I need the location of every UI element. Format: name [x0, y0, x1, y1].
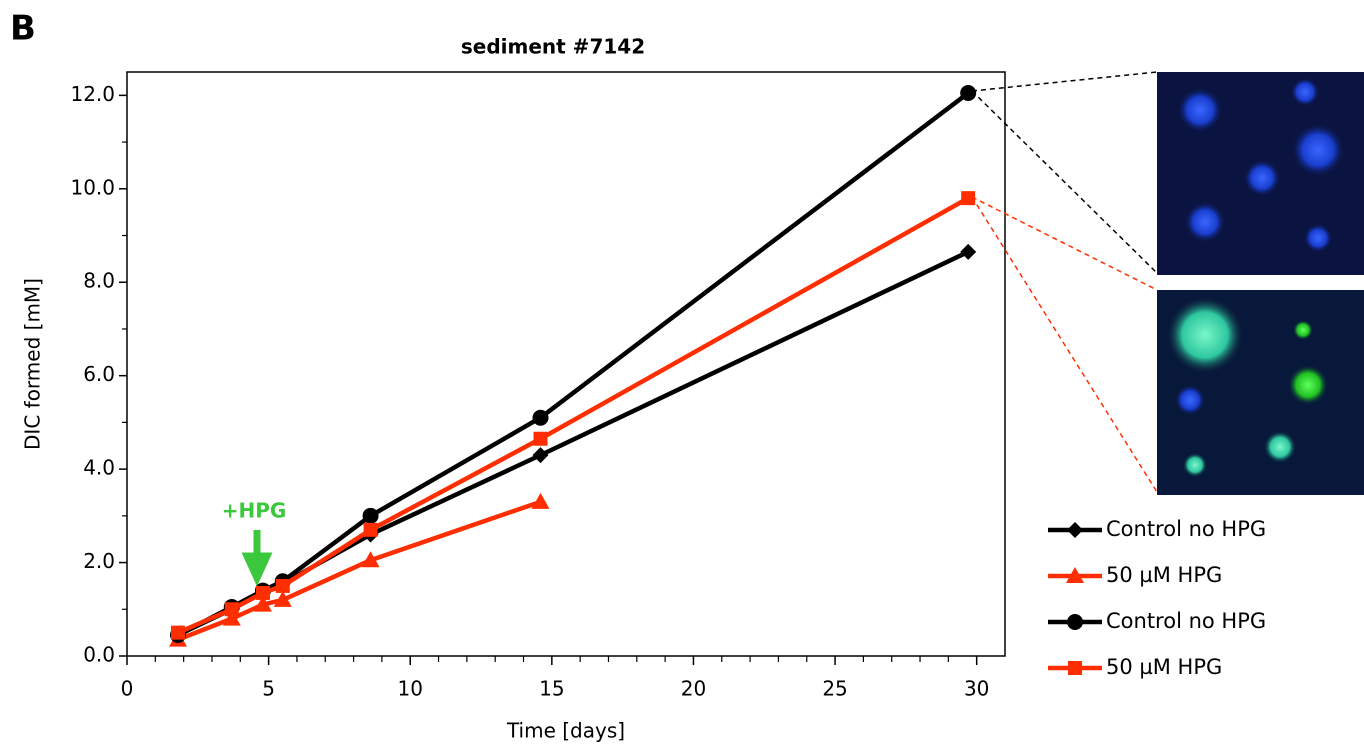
series-line: [176, 91, 970, 637]
micrograph: [1157, 290, 1364, 495]
marker: [363, 522, 378, 537]
marker: [531, 492, 550, 509]
marker: [532, 447, 549, 464]
micrograph: [1157, 72, 1364, 275]
x-axis-label: Time [days]: [506, 719, 625, 743]
marker: [532, 409, 549, 426]
y-tick-label: 10.0: [70, 175, 115, 199]
legend-marker: [1066, 567, 1084, 583]
legend-label: 50 µM HPG: [1106, 655, 1222, 679]
marker: [960, 85, 977, 102]
marker: [361, 551, 380, 568]
y-tick-label: 6.0: [83, 362, 115, 386]
y-tick-label: 4.0: [83, 456, 115, 480]
marker: [960, 243, 977, 260]
legend-marker: [1068, 661, 1082, 675]
connectors: [971, 71, 1158, 493]
marker: [224, 602, 239, 617]
legend-item: 50 µM HPG: [1048, 563, 1222, 587]
marker: [362, 507, 379, 524]
connector: [971, 71, 1158, 274]
legend-item: 50 µM HPG: [1048, 655, 1222, 679]
y-axis-label: DIC formed [mM]: [21, 278, 45, 450]
marker: [255, 585, 270, 600]
marker: [961, 191, 976, 206]
annotation-arrow: [241, 530, 273, 587]
panel-label: B: [10, 9, 36, 49]
series-line: [177, 499, 542, 642]
legend-marker: [1067, 614, 1083, 630]
marker: [253, 595, 272, 612]
x-tick-label: 10: [397, 677, 422, 701]
marker: [533, 431, 548, 446]
connector: [971, 196, 1158, 493]
marker: [273, 590, 292, 607]
legend-label: Control no HPG: [1106, 609, 1266, 633]
marker: [170, 625, 185, 640]
x-tick-label: 25: [822, 677, 847, 701]
x-tick-label: 0: [121, 677, 134, 701]
marker: [222, 609, 241, 626]
legend-item: Control no HPG: [1048, 609, 1266, 633]
legend-marker: [1067, 522, 1083, 538]
legend-item: Control no HPG: [1048, 517, 1266, 541]
plot-frame: [126, 71, 1006, 657]
y-tick-label: 0.0: [83, 643, 115, 667]
annotation: +HPG: [222, 499, 287, 523]
x-tick-label: 5: [262, 677, 275, 701]
legend-label: 50 µM HPG: [1106, 563, 1222, 587]
x-tick-label: 20: [681, 677, 706, 701]
legend-label: Control no HPG: [1106, 517, 1266, 541]
y-tick-label: 8.0: [83, 269, 115, 293]
x-tick-label: 15: [539, 677, 564, 701]
marker: [275, 578, 290, 593]
x-tick-label: 30: [964, 677, 989, 701]
chart-title: sediment #7142: [461, 35, 645, 59]
series-line: [177, 196, 970, 635]
y-tick-label: 12.0: [70, 82, 115, 106]
y-tick-label: 2.0: [83, 549, 115, 573]
